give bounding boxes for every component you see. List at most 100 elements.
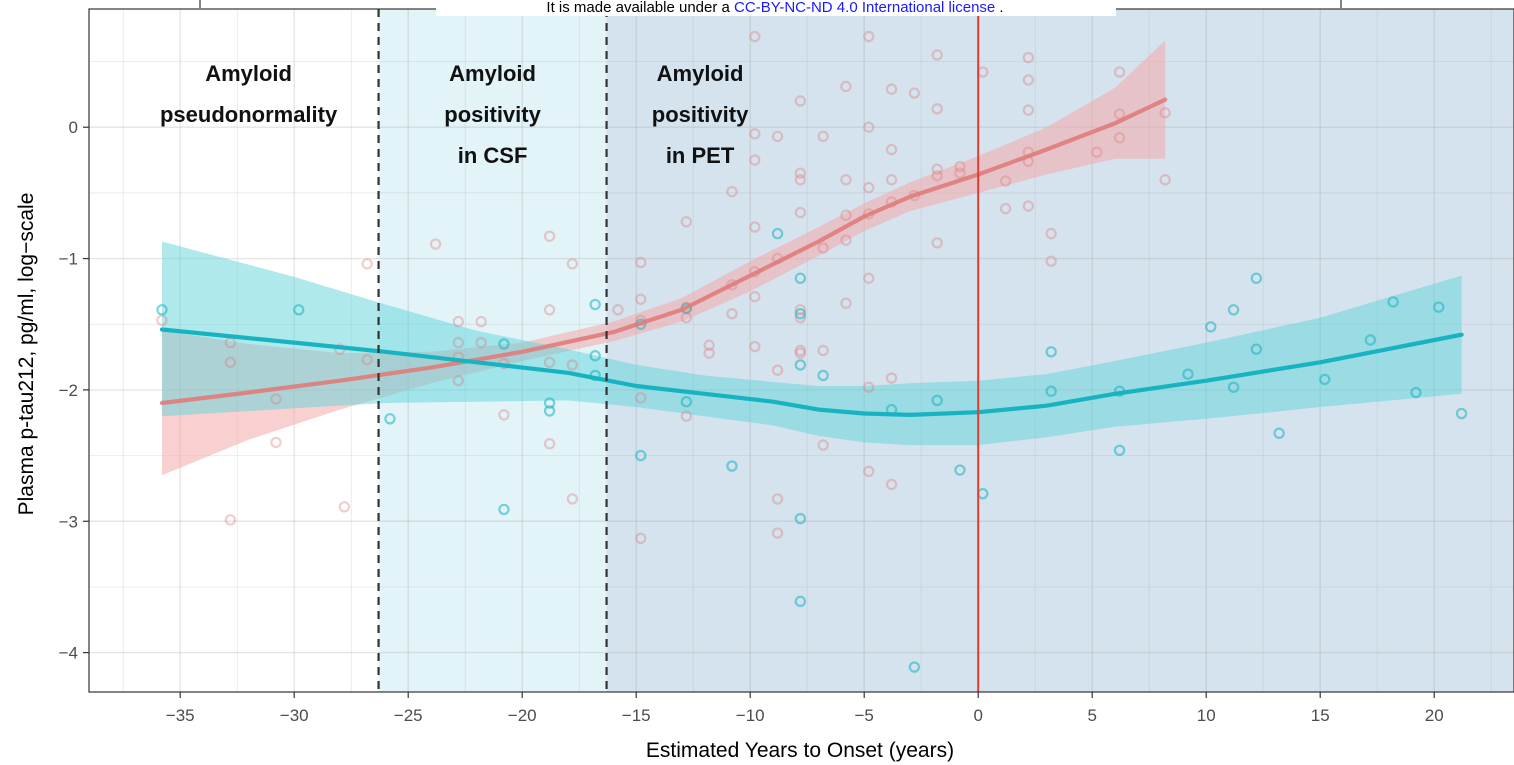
data-point-a [543,304,556,316]
data-point-a [680,216,693,228]
data-point-b [498,338,510,350]
data-point-a [429,238,442,250]
data-point-a [885,372,898,384]
y-axis-ticks: 0 −1 −2 −3 −4 [59,118,89,663]
region-label-1: Amyloid positivity in CSF [444,61,541,168]
data-point-a [817,344,829,357]
reference-lines [377,9,980,692]
region-label-line: positivity [444,102,541,127]
license-link[interactable]: CC-BY-NC-ND 4.0 International license [734,0,995,16]
data-point-a [908,87,921,99]
y-tick-label: −2 [59,381,78,400]
data-point-a [1113,66,1126,78]
data-point-b [1227,304,1240,316]
data-point-b [1273,427,1285,439]
data-point-a [885,143,898,156]
banner: It is made available under a CC-BY-NC-ND… [199,0,1342,16]
confidence-bands [162,40,1462,476]
data-point-a [885,478,898,491]
x-tick-label: 20 [1425,706,1444,725]
data-point-a [680,410,693,422]
data-point-a [817,130,829,143]
data-point-a [817,439,829,451]
data-point-b [384,413,396,425]
x-tick-label: 15 [1311,706,1330,725]
data-point-b [543,397,556,409]
data-point-a [726,308,738,320]
data-point-a [361,353,373,366]
data-point-a [749,340,761,353]
data-point-b [1364,334,1377,346]
y-tick-label: −4 [59,644,78,663]
data-point-a [931,103,943,115]
data-point-a [452,336,465,349]
data-point-b [1227,381,1240,393]
data-point-b [680,396,693,408]
smooth-line-a [159,97,1168,406]
y-tick-label: 0 [69,118,78,137]
data-point-b [498,503,510,516]
data-point-a [863,381,875,393]
data-point-a [224,356,237,369]
data-point-b [794,272,807,284]
x-tick-label: 10 [1197,706,1216,725]
data-point-a [635,256,647,269]
x-axis-title: Estimated Years to Onset (years) [646,739,954,762]
region-label-2: Amyloid positivity in PET [652,61,749,168]
data-point-b [794,595,807,608]
data-point-a [885,174,898,186]
data-point-b [589,350,601,362]
x-tick-label: −20 [508,706,537,725]
region-label-line: in PET [666,143,735,168]
data-point-a [543,438,556,450]
data-point-a [1159,174,1171,186]
data-point-a [840,174,852,186]
data-point-a [885,83,898,95]
data-point-b [156,304,168,316]
data-point-a [612,304,624,316]
data-point-b [1410,386,1422,399]
data-point-a [954,167,966,179]
data-point-a [1022,104,1035,116]
region-labels: Amyloid pseudonormality Amyloid positivity i… [160,61,749,168]
data-point-b [1045,385,1057,397]
data-point-a [794,167,807,179]
data-point-b [1387,296,1399,308]
confidence-band-b [162,241,1462,446]
data-point-a [931,49,943,61]
data-point-a [726,185,738,198]
data-point-a [794,311,807,324]
x-tick-label: 5 [1087,706,1096,725]
data-point-a [999,202,1012,215]
data-point-a [931,237,943,249]
region-label-line: Amyloid [657,61,744,86]
data-point-a [794,95,807,107]
y-axis-title: Plasma p-tau212, pg/ml, log−scale [15,193,38,516]
x-tick-label: −30 [280,706,309,725]
x-tick-label: −5 [855,706,874,725]
data-point-a [156,314,168,326]
banner-text: It is made available under a CC-BY-NC-ND… [546,0,1003,16]
region-label-line: in CSF [458,143,528,168]
data-point-a [452,375,465,387]
data-point-a [566,359,579,371]
data-point-a [794,347,807,359]
data-point-a [817,242,829,254]
data-point-b [543,405,556,417]
data-point-a [498,409,510,421]
data-point-a [1159,107,1171,119]
data-point-a [840,297,852,309]
data-point-a [703,347,715,359]
data-point-b [794,308,807,320]
region-label-line: Amyloid [449,61,536,86]
region-label-line: positivity [652,102,749,127]
data-point-b [293,304,305,316]
data-point-a [863,30,875,43]
data-point-a [794,304,807,316]
data-point-a [863,181,875,194]
x-tick-label: −25 [394,706,423,725]
data-point-a [863,272,875,284]
data-point-a [361,258,373,270]
data-point-b [1250,272,1263,284]
